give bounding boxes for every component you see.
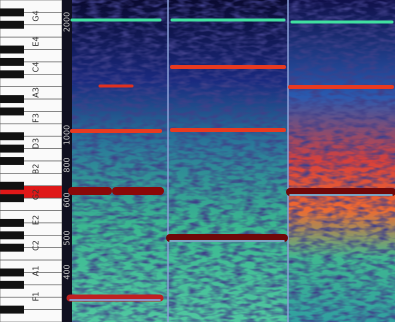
frequency-label: 400	[63, 264, 72, 279]
key-label: F1	[32, 292, 41, 302]
key-label: G4	[32, 10, 41, 21]
black-key	[0, 132, 24, 140]
black-key	[0, 107, 24, 115]
black-key	[0, 145, 24, 153]
black-key	[0, 95, 24, 103]
key-label: E4	[32, 36, 41, 46]
black-key	[0, 58, 24, 66]
black-key	[0, 157, 24, 165]
key-label: C2	[32, 240, 41, 251]
key-label: E2	[32, 215, 41, 225]
black-key	[0, 8, 24, 16]
key-label: C4	[32, 62, 41, 73]
key-label: D3	[32, 138, 41, 149]
piano-keyboard: G4 E4 C4 A3 F3 D3 B2 G2 E2 C2 A1 F1	[0, 0, 62, 322]
black-key	[0, 281, 24, 289]
frequency-label: 2000	[63, 12, 72, 32]
frequency-label: 1000	[63, 125, 72, 145]
black-key	[0, 46, 24, 54]
black-key	[0, 194, 24, 202]
frequency-label: 500	[63, 230, 72, 245]
black-key	[0, 70, 24, 78]
key-label: B2	[32, 164, 41, 175]
black-key	[0, 231, 24, 239]
black-key	[0, 244, 24, 252]
black-key	[0, 268, 24, 276]
frequency-label: 600	[63, 192, 72, 207]
spectrogram-window: G4 E4 C4 A3 F3 D3 B2 G2 E2 C2 A1 F1 2000 1000 800 600 5…	[0, 0, 395, 322]
key-label: F3	[32, 113, 41, 123]
key-label: A1	[32, 266, 41, 277]
spectral-noise	[72, 0, 395, 322]
frequency-label: 800	[63, 157, 72, 172]
black-key	[0, 219, 24, 227]
black-key	[0, 21, 24, 29]
black-key	[0, 182, 24, 190]
black-key	[0, 306, 24, 314]
key-label: G2	[32, 189, 41, 200]
key-label: A3	[32, 87, 41, 98]
